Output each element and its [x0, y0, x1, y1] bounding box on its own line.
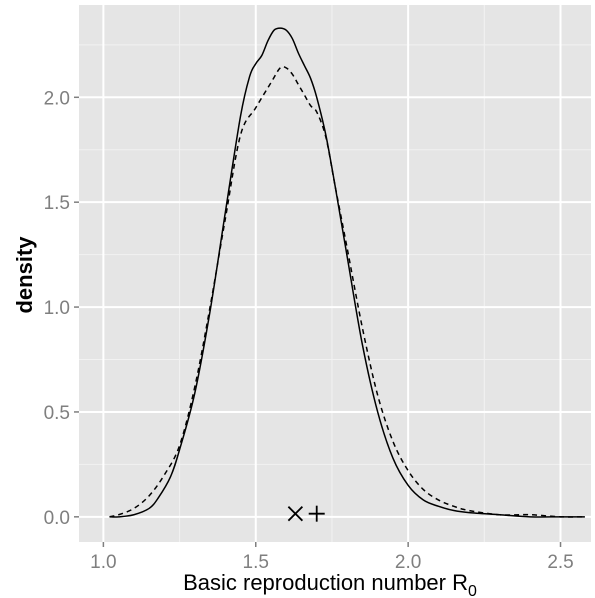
x-axis-title-subscript: 0	[468, 583, 477, 598]
y-tick-labels: 0.0 0.5 1.0 1.5 2.0	[44, 88, 70, 529]
x-tick-label: 1.0	[90, 552, 116, 573]
x-tick-label: 2.0	[395, 552, 421, 573]
y-tick-label: 1.0	[44, 298, 70, 319]
x-tick-label: 2.5	[547, 552, 573, 573]
y-tick-label: 0.0	[44, 508, 70, 529]
axis-ticks	[74, 96, 562, 547]
minor-grid	[79, 5, 591, 542]
solid-density-line	[109, 27, 585, 518]
x-tick-labels: 1.0 1.5 2.0 2.5	[90, 552, 574, 573]
marker-layer	[287, 505, 325, 522]
cross-marker	[287, 506, 304, 522]
y-axis-title: density	[12, 236, 37, 314]
plus-marker	[308, 505, 325, 522]
plot-panel	[79, 5, 591, 542]
x-tick-label: 1.5	[243, 552, 269, 573]
x-axis-title-main: Basic reproduction number R	[183, 570, 468, 595]
y-tick-label: 1.5	[44, 193, 70, 214]
series-layer	[109, 27, 585, 518]
x-axis-title: Basic reproduction number R0	[183, 570, 477, 598]
major-grid	[79, 5, 591, 542]
y-tick-label: 0.5	[44, 403, 70, 424]
dashed-density-line	[109, 65, 585, 518]
y-tick-label: 2.0	[44, 88, 70, 109]
